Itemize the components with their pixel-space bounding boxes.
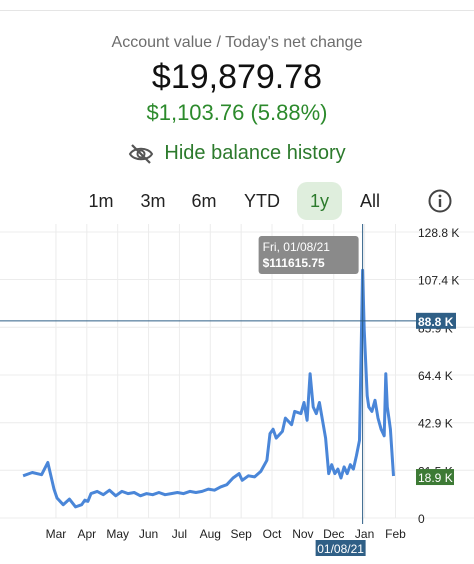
info-circle-icon[interactable] <box>428 189 452 213</box>
x-tick-label: Oct <box>263 527 282 541</box>
range-3m-button[interactable]: 3m <box>140 191 166 211</box>
x-tick-label: Apr <box>77 527 96 541</box>
x-tick-label: Jul <box>172 527 187 541</box>
top-divider <box>0 10 474 11</box>
y-tick-label: 64.4 K <box>418 369 453 383</box>
hide-balance-history-label: Hide balance history <box>164 142 346 164</box>
balance-series-line <box>22 268 395 509</box>
range-ytd-button[interactable]: YTD <box>244 191 280 211</box>
eye-slash-icon <box>129 143 154 164</box>
range-1m-button[interactable]: 1m <box>88 191 114 211</box>
x-tick-label: Jan <box>355 527 374 541</box>
x-axis-date-label: 01/08/21 <box>317 542 364 556</box>
x-tick-label: Feb <box>385 527 406 541</box>
range-selector: 1m 3m 6m YTD 1y All <box>0 182 474 220</box>
x-tick-label: Mar <box>46 527 67 541</box>
account-summary: Account value / Today's net change $19,8… <box>0 33 474 127</box>
range-6m-button[interactable]: 6m <box>191 191 217 211</box>
summary-label: Account value / Today's net change <box>111 34 363 51</box>
y-tick-label: 42.9 K <box>418 417 453 431</box>
x-tick-label: May <box>106 527 129 541</box>
y-tick-label: 107.4 K <box>418 274 459 288</box>
net-change: $1,103.76 (5.88%) <box>146 100 328 125</box>
x-tick-label: Sep <box>230 527 252 541</box>
y-tick-label: 0 <box>418 512 425 526</box>
account-value: $19,879.78 <box>151 58 323 96</box>
last-value-label: 18.9 K <box>418 471 453 485</box>
x-tick-label: Nov <box>292 527 313 541</box>
x-tick-label: Aug <box>200 527 221 541</box>
range-1y-button[interactable]: 1y <box>297 182 342 220</box>
crosshair-value-label: 88.8 K <box>418 315 454 329</box>
x-tick-label: Jun <box>139 527 158 541</box>
hide-balance-history-button[interactable]: Hide balance history <box>0 142 474 165</box>
last-value-badge <box>416 469 454 486</box>
x-tick-label: Dec <box>323 527 344 541</box>
tooltip-value: $111615.75 <box>263 256 325 270</box>
range-all-button[interactable]: All <box>359 191 380 211</box>
tooltip-date: Fri, 01/08/21 <box>263 240 331 254</box>
y-tick-label: 128.8 K <box>418 226 459 240</box>
hover-tooltip <box>258 236 359 274</box>
x-axis-date-badge <box>315 540 366 556</box>
crosshair-value-badge <box>416 312 456 329</box>
